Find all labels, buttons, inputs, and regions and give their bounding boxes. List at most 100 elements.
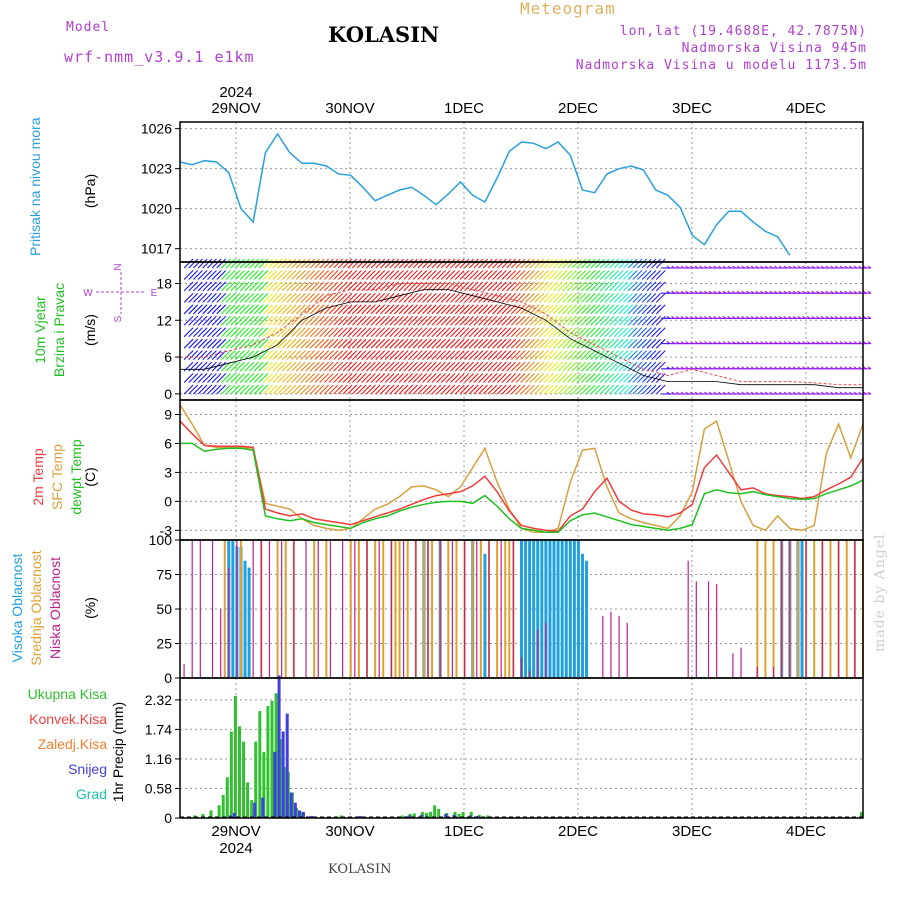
wind-barb <box>408 304 418 315</box>
wind-barb <box>609 292 619 303</box>
wind-barb <box>319 373 330 383</box>
wind-barb <box>389 373 400 383</box>
wind-barb <box>641 327 652 338</box>
wind-barb <box>193 292 203 303</box>
wind-barb <box>258 281 269 292</box>
wind-barb <box>529 384 540 395</box>
wind-barb <box>473 338 484 349</box>
wind-barb <box>211 384 222 395</box>
precip-snow-bar <box>253 802 257 818</box>
wind-barb <box>627 384 638 395</box>
wind-barb <box>501 350 512 361</box>
wind-barb <box>188 327 199 338</box>
wind-barb <box>188 292 199 303</box>
wind-barb <box>487 327 498 338</box>
wind-barb <box>520 304 531 315</box>
wind-barb <box>239 270 250 280</box>
wind-barb <box>370 373 381 383</box>
wind-barb <box>225 350 236 361</box>
wind-barb <box>366 350 376 361</box>
wind-barb <box>468 270 479 280</box>
wind-barb <box>604 350 615 361</box>
wind-barb <box>637 315 647 326</box>
wind-barb <box>183 384 194 395</box>
wind-barb <box>291 350 301 361</box>
wind-barb <box>314 292 325 303</box>
wind-barb <box>337 292 348 303</box>
wind-barb <box>585 258 596 269</box>
wind-barb <box>412 270 423 280</box>
wind-barb <box>394 258 404 269</box>
wind-barb <box>398 338 409 349</box>
wind-barb <box>426 258 437 269</box>
wind-barb <box>291 327 301 338</box>
cloud-low-bar <box>260 540 262 677</box>
wind-barb <box>221 350 231 361</box>
wind-barb <box>576 304 587 315</box>
wind-barb <box>309 327 320 338</box>
wind-barb <box>235 281 245 292</box>
wind-barb <box>506 281 517 292</box>
wind-barb <box>347 304 358 315</box>
wind-barb <box>548 304 559 315</box>
wind-barb <box>333 361 344 372</box>
wind-barb <box>328 258 339 269</box>
wind-barb <box>314 350 325 361</box>
wind-barb <box>267 258 278 269</box>
wind-barb <box>646 270 657 280</box>
wind-barb <box>604 281 615 292</box>
wind-barb <box>394 315 404 326</box>
wind-barb <box>384 338 395 349</box>
wind-barb <box>235 373 245 383</box>
pressure-tick-label: 1026 <box>141 121 172 137</box>
wind-barb <box>389 258 400 269</box>
wind-barb <box>216 350 227 361</box>
axis-text-layer: 29NOV 29NOV 30NOV 30NOV 1DEC 1DEC 2DEC 2DEC 3DEC… <box>83 84 826 857</box>
wind-barb <box>501 281 512 292</box>
precip-tick-label: 0.58 <box>145 780 172 796</box>
wind-barb <box>384 350 395 361</box>
meteogram-label: Meteogram <box>520 0 616 18</box>
wind-barb <box>627 315 638 326</box>
wind-barb <box>604 338 615 349</box>
wind-barb <box>337 258 348 269</box>
wind-barb <box>267 384 278 395</box>
precip-snow-bar <box>277 675 281 818</box>
wind-barb <box>431 350 442 361</box>
wind-barb <box>422 361 432 372</box>
wind-barb <box>529 338 540 349</box>
day-label-bottom: 30NOV <box>325 823 374 840</box>
wind-barb <box>646 384 657 395</box>
wind-barb <box>188 270 199 280</box>
axes-layer <box>180 122 863 818</box>
wind-barb <box>548 361 559 372</box>
cloud-high-bar <box>564 540 568 677</box>
wind-barb <box>408 315 418 326</box>
wind-barb <box>244 361 255 372</box>
wind-barb <box>267 315 278 326</box>
wind-barb <box>599 281 610 292</box>
wind-barb <box>333 327 344 338</box>
wind-barb <box>482 258 493 269</box>
wind-barb <box>403 384 414 395</box>
wind-barb <box>618 292 629 303</box>
wind-barb <box>571 270 582 280</box>
wind-barb <box>646 338 657 349</box>
wind-barb <box>314 258 325 269</box>
wind-barb <box>534 350 545 361</box>
wind-barb <box>319 270 330 280</box>
wind-barb <box>188 373 199 383</box>
wind-barb <box>632 281 643 292</box>
wind-barb <box>440 304 451 315</box>
wind-barb <box>197 373 208 383</box>
wind-barb <box>450 304 460 315</box>
wind-barb <box>496 373 507 383</box>
wind-barb <box>249 361 259 372</box>
wind-barb <box>576 281 587 292</box>
wind-barb <box>637 304 647 315</box>
cloud-low-bar <box>228 567 230 677</box>
wind-barb <box>422 384 432 395</box>
wind-barb <box>422 327 432 338</box>
wind-barb <box>380 258 390 269</box>
wind-barb <box>464 258 474 269</box>
